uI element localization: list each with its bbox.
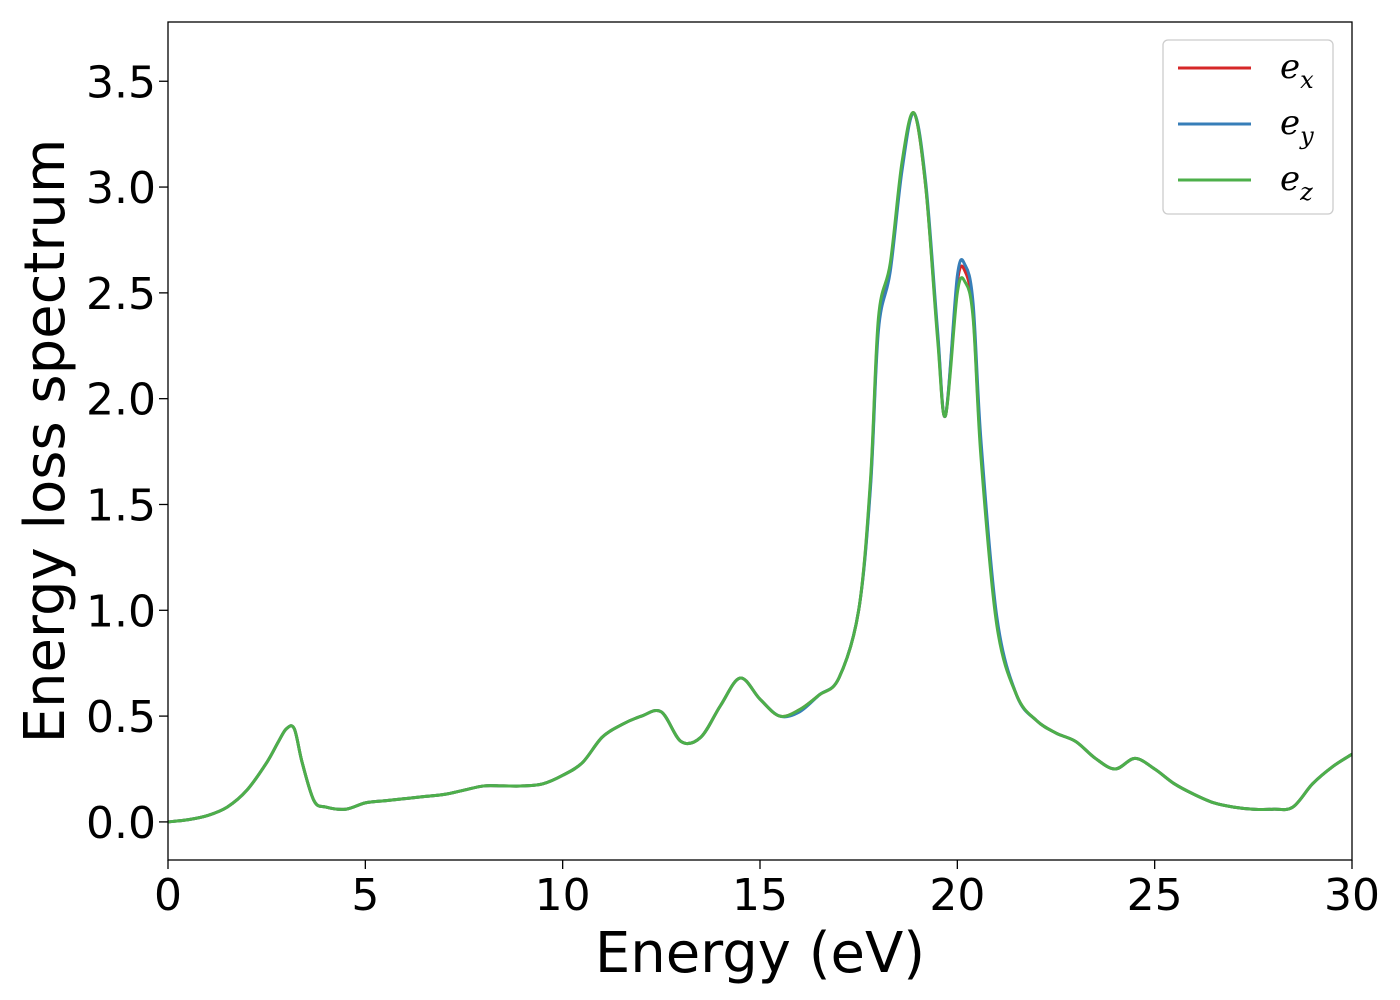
x-tick-label: 10 [535, 870, 591, 921]
x-tick-label: 5 [351, 870, 379, 921]
x-axis-title: Energy (eV) [595, 921, 925, 986]
x-axis-ticks: 0 5 10 15 20 25 30 [154, 860, 1380, 921]
y-tick-label: 2.5 [86, 269, 156, 320]
y-tick-label: 1.0 [86, 586, 156, 637]
legend-label-x: ex [1280, 47, 1314, 94]
y-tick-label: 3.5 [86, 57, 156, 108]
y-tick-label: 3.0 [86, 163, 156, 214]
series-line-y [168, 111, 1352, 824]
x-tick-label: 30 [1324, 870, 1380, 921]
y-tick-label: 0.0 [86, 798, 156, 849]
y-axis-title: Energy loss spectrum [13, 139, 78, 744]
x-tick-label: 15 [732, 870, 788, 921]
y-tick-label: 0.5 [86, 692, 156, 743]
series-lines [168, 111, 1352, 824]
y-tick-label: 1.5 [86, 480, 156, 531]
x-tick-label: 20 [929, 870, 985, 921]
series-line-x [168, 111, 1352, 824]
y-axis-ticks: 0.0 0.5 1.0 1.5 2.0 2.5 3.0 3.5 [86, 57, 168, 849]
legend-label-y: ey [1280, 103, 1314, 150]
series-line-z [168, 111, 1352, 824]
x-tick-label: 0 [154, 870, 182, 921]
legend-box [1162, 39, 1334, 215]
y-tick-label: 2.0 [86, 375, 156, 426]
x-tick-label: 25 [1127, 870, 1183, 921]
